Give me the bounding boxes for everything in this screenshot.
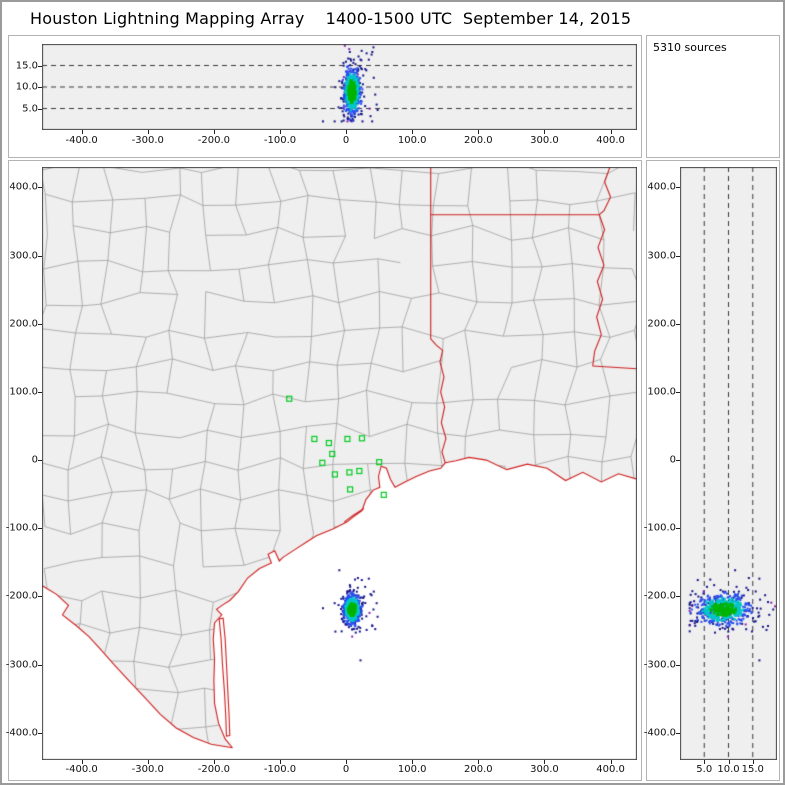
altitude-ns-plot-canvas[interactable] — [680, 167, 777, 760]
tick-label: -100.0 — [263, 135, 297, 146]
tick-mark — [147, 760, 149, 764]
tick-mark — [412, 130, 414, 134]
tick-mark — [752, 760, 754, 764]
page-title: Houston Lightning Mapping Array 1400-150… — [30, 9, 632, 28]
tick-mark — [676, 732, 680, 734]
tick-label: 200.0 — [464, 764, 493, 775]
sources-count-panel — [646, 35, 780, 158]
tick-label: 100.0 — [397, 764, 427, 775]
tick-mark — [676, 528, 680, 530]
tick-mark — [610, 760, 612, 764]
tick-label: 100.0 — [397, 135, 427, 146]
tick-mark — [728, 760, 730, 764]
tick-mark — [676, 664, 680, 666]
altitude-ew-plot-canvas[interactable] — [42, 44, 637, 130]
tick-mark — [213, 760, 215, 764]
tick-mark — [676, 255, 680, 257]
tick-mark — [544, 760, 546, 764]
tick-label: 400.0 — [9, 181, 38, 193]
tick-mark — [38, 65, 42, 67]
tick-label: 400.0 — [647, 181, 676, 193]
tick-mark — [38, 255, 42, 257]
tick-label: 300.0 — [647, 250, 676, 262]
tick-mark — [213, 130, 215, 134]
tick-label: 200.0 — [464, 135, 493, 146]
tick-label: 5.0 — [696, 764, 713, 775]
tick-label: -300.0 — [131, 135, 164, 146]
tick-label: 300.0 — [9, 250, 38, 262]
tick-label: 100.0 — [647, 386, 676, 398]
tick-mark — [676, 323, 680, 325]
tick-label: 300.0 — [530, 764, 559, 775]
tick-mark — [81, 130, 83, 134]
tick-label: 10.0 — [15, 81, 38, 93]
tick-mark — [346, 760, 348, 764]
tick-mark — [38, 528, 42, 530]
tick-mark — [280, 130, 281, 134]
tick-label: -300.0 — [5, 659, 38, 671]
tick-label: 5.0 — [22, 103, 38, 114]
tick-label: 200.0 — [9, 318, 38, 330]
tick-label: -100.0 — [263, 764, 297, 775]
tick-label: 10.0 — [717, 764, 740, 775]
tick-mark — [676, 391, 680, 393]
tick-label: 400.0 — [596, 135, 625, 146]
tick-label: -200.0 — [643, 590, 676, 602]
tick-mark — [38, 108, 42, 110]
tick-mark — [478, 130, 480, 134]
tick-mark — [478, 760, 480, 764]
tick-label: -200.0 — [197, 764, 230, 775]
tick-label: -300.0 — [643, 659, 676, 671]
tick-mark — [147, 130, 149, 134]
tick-label: 300.0 — [530, 135, 559, 146]
tick-mark — [346, 130, 348, 134]
tick-mark — [280, 760, 281, 764]
sources-count-label: 5310 sources — [653, 41, 727, 54]
tick-mark — [38, 460, 42, 462]
tick-label: -400.0 — [65, 135, 98, 146]
tick-mark — [38, 596, 42, 598]
tick-label: -300.0 — [131, 764, 164, 775]
tick-label: 0 — [31, 454, 38, 466]
tick-label: 0 — [342, 764, 350, 775]
tick-mark — [38, 664, 42, 666]
tick-mark — [38, 732, 42, 734]
tick-mark — [38, 87, 42, 88]
tick-label: -100.0 — [643, 522, 676, 534]
tick-mark — [704, 760, 706, 764]
tick-mark — [676, 460, 680, 462]
tick-label: 15.0 — [741, 764, 764, 775]
tick-label: -400.0 — [643, 727, 676, 739]
tick-label: -400.0 — [5, 727, 38, 739]
tick-mark — [81, 760, 83, 764]
plan-view-map-canvas[interactable] — [42, 167, 637, 760]
tick-mark — [412, 760, 414, 764]
tick-label: -400.0 — [65, 764, 98, 775]
tick-label: -100.0 — [5, 522, 38, 534]
tick-label: 0 — [342, 135, 350, 146]
tick-label: -200.0 — [197, 135, 230, 146]
tick-label: 400.0 — [596, 764, 625, 775]
tick-mark — [676, 187, 680, 189]
tick-mark — [610, 130, 612, 134]
tick-label: 0 — [669, 454, 676, 466]
tick-label: 15.0 — [15, 60, 38, 71]
tick-label: -200.0 — [5, 590, 38, 602]
tick-label: 100.0 — [9, 386, 38, 398]
tick-mark — [544, 130, 546, 134]
tick-mark — [38, 391, 42, 393]
tick-mark — [38, 187, 42, 189]
tick-label: 200.0 — [647, 318, 676, 330]
tick-mark — [38, 323, 42, 325]
tick-mark — [676, 596, 680, 598]
